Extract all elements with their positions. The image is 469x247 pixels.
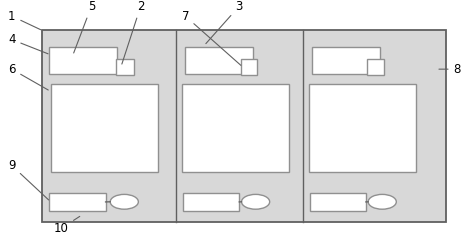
Ellipse shape <box>110 194 138 209</box>
Bar <box>185 47 253 74</box>
Bar <box>367 59 384 75</box>
Bar <box>51 84 158 172</box>
Text: 2: 2 <box>122 0 144 64</box>
Text: 1: 1 <box>8 10 41 30</box>
Bar <box>49 193 106 211</box>
Text: 9: 9 <box>8 159 49 200</box>
Text: 4: 4 <box>8 33 48 54</box>
Bar <box>310 193 366 211</box>
Bar <box>182 84 289 172</box>
Bar <box>42 30 446 222</box>
Bar <box>241 59 257 75</box>
Text: 8: 8 <box>439 63 461 76</box>
Text: 3: 3 <box>206 0 243 44</box>
Ellipse shape <box>242 194 270 209</box>
Text: 7: 7 <box>182 10 241 65</box>
Bar <box>116 59 134 75</box>
Bar <box>309 84 416 172</box>
Text: 6: 6 <box>8 63 48 90</box>
Bar <box>49 47 117 74</box>
Text: 10: 10 <box>53 216 80 235</box>
Bar <box>312 47 380 74</box>
Ellipse shape <box>368 194 396 209</box>
Text: 5: 5 <box>74 0 95 53</box>
Bar <box>183 193 239 211</box>
